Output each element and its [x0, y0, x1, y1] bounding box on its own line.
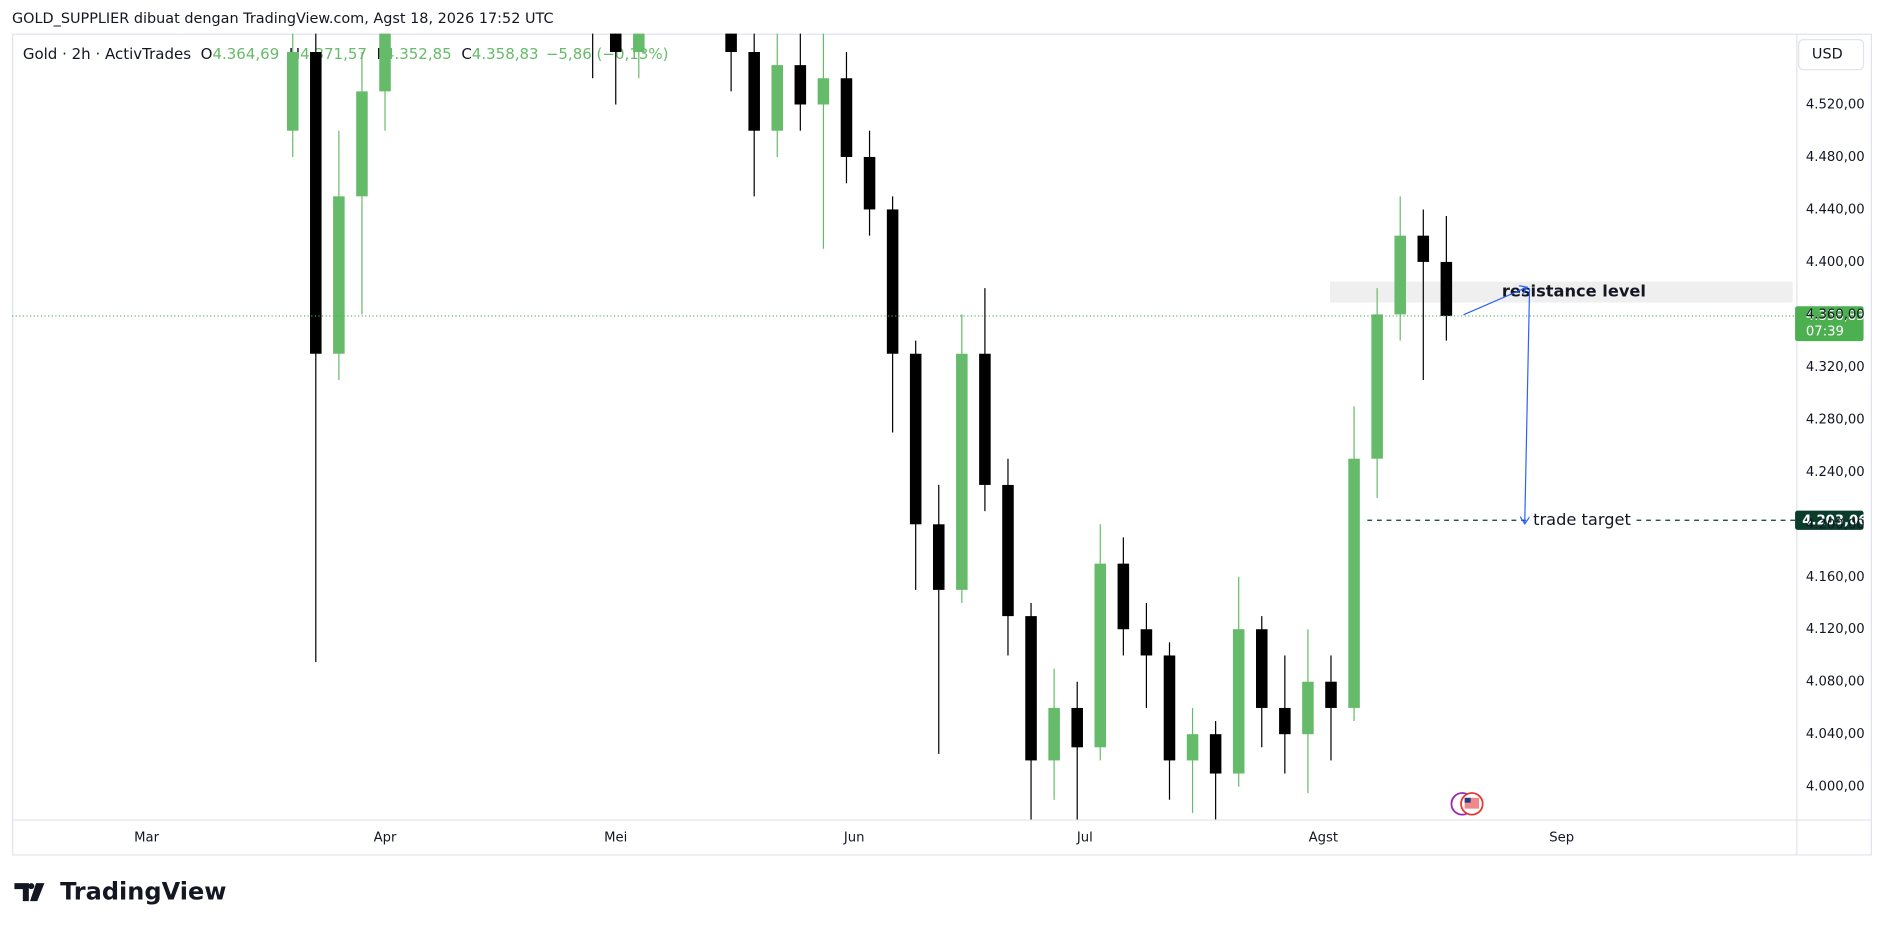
flag-icon — [1450, 792, 1484, 816]
brand: TradingView — [60, 878, 226, 906]
arrow — [1463, 287, 1527, 316]
last-price-label: 4.358,83 — [1806, 309, 1865, 324]
candle-body — [1256, 629, 1268, 708]
y-tick-label: 4.160,00 — [1806, 570, 1865, 585]
target-label: 4.203,06 — [1802, 513, 1867, 528]
candle-body — [1071, 707, 1083, 748]
x-tick-label: Apr — [374, 830, 397, 845]
candle-body — [1440, 261, 1453, 316]
candle-body — [286, 52, 299, 131]
logo: TradingView — [14, 878, 226, 906]
y-tick-label: 4.360,00 — [1806, 307, 1865, 322]
last-price-box — [1795, 306, 1864, 342]
chart-frame — [12, 33, 1872, 856]
candle-body — [956, 353, 968, 590]
x-tick-label: Jun — [843, 830, 865, 845]
countdown: 07:39 — [1806, 325, 1844, 340]
legend-value: 4.364,69 — [212, 45, 279, 63]
candle-body — [1048, 707, 1060, 761]
candle-body — [979, 353, 991, 485]
candle-body — [1025, 616, 1037, 761]
legend-key: C — [461, 45, 471, 63]
resistance-label: resistance level — [1502, 282, 1646, 301]
candle-body — [633, 33, 645, 53]
candle-body — [1348, 458, 1360, 708]
target-text: trade target — [1533, 510, 1631, 529]
legend-value: 4.358,83 — [472, 45, 539, 63]
y-tick-label: 4.480,00 — [1806, 150, 1865, 165]
y-tick-label: 4.120,00 — [1806, 622, 1865, 637]
x-tick-label: Mar — [134, 830, 159, 845]
candle-body — [1002, 484, 1014, 617]
target-label-bg — [1530, 509, 1635, 532]
arrow — [1525, 288, 1531, 524]
candle-body — [932, 524, 945, 590]
candle-body — [1209, 734, 1222, 774]
y-tick-label: 4.520,00 — [1806, 97, 1865, 112]
candle-body — [333, 196, 345, 354]
candle-body — [1394, 235, 1406, 315]
candle-body — [609, 33, 622, 53]
candle-body — [1094, 563, 1107, 748]
target-box — [1795, 510, 1864, 530]
attribution: GOLD_SUPPLIER dibuat dengan TradingView.… — [12, 11, 554, 27]
x-tick-label: Jul — [1076, 830, 1093, 845]
candle-body — [1232, 629, 1245, 774]
candle-body — [1140, 629, 1153, 656]
x-tick-label: Mei — [604, 830, 627, 845]
candle-body — [794, 65, 807, 105]
candle-body — [886, 209, 899, 354]
legend-key: O — [201, 45, 213, 63]
candle-body — [587, 0, 599, 26]
y-tick-label: 4.000,00 — [1806, 780, 1865, 795]
candle-body — [817, 78, 830, 105]
plot — [12, 0, 1797, 820]
y-tick-label: 4.040,00 — [1806, 727, 1865, 742]
x-tick-label: Sep — [1549, 830, 1574, 845]
legend-value: 4.352,85 — [385, 45, 452, 63]
ohlc-legend: Gold · 2h · ActivTradesO4.364,69H4.371,5… — [23, 45, 669, 63]
y-tick-label: 4.400,00 — [1806, 255, 1865, 270]
candle-body — [1325, 681, 1337, 708]
candle-body — [310, 52, 322, 354]
currency-button[interactable] — [1798, 39, 1865, 71]
legend-change: −5,86 (−0,13%) — [546, 45, 669, 63]
candle-body — [379, 33, 391, 92]
candle-body — [1117, 563, 1130, 630]
candle-body — [1279, 707, 1291, 735]
y-tick-label: 4.440,00 — [1806, 202, 1865, 217]
candle-body — [748, 52, 760, 131]
candle-body — [840, 78, 853, 157]
candle-body — [1417, 235, 1430, 262]
candle-body — [725, 33, 737, 53]
candle-body — [1371, 314, 1383, 459]
candle-body — [1163, 655, 1176, 761]
y-tick-label: 4.240,00 — [1806, 465, 1865, 480]
x-tick-label: Agst — [1309, 830, 1338, 845]
currency[interactable]: USD — [1812, 47, 1843, 63]
candle-body — [1302, 681, 1314, 735]
y-tick-label: 4.320,00 — [1806, 360, 1865, 375]
candle-body — [1186, 734, 1199, 761]
candle-body — [863, 156, 876, 210]
y-tick-label: 4.080,00 — [1806, 675, 1865, 690]
y-tick-label: 4.280,00 — [1806, 412, 1865, 427]
candle-body — [909, 353, 922, 525]
candle-body — [356, 91, 368, 197]
candle-body — [771, 65, 784, 131]
symbol: Gold · 2h · ActivTrades — [23, 45, 191, 63]
y-tick-label: 4.200,00 — [1806, 517, 1865, 532]
